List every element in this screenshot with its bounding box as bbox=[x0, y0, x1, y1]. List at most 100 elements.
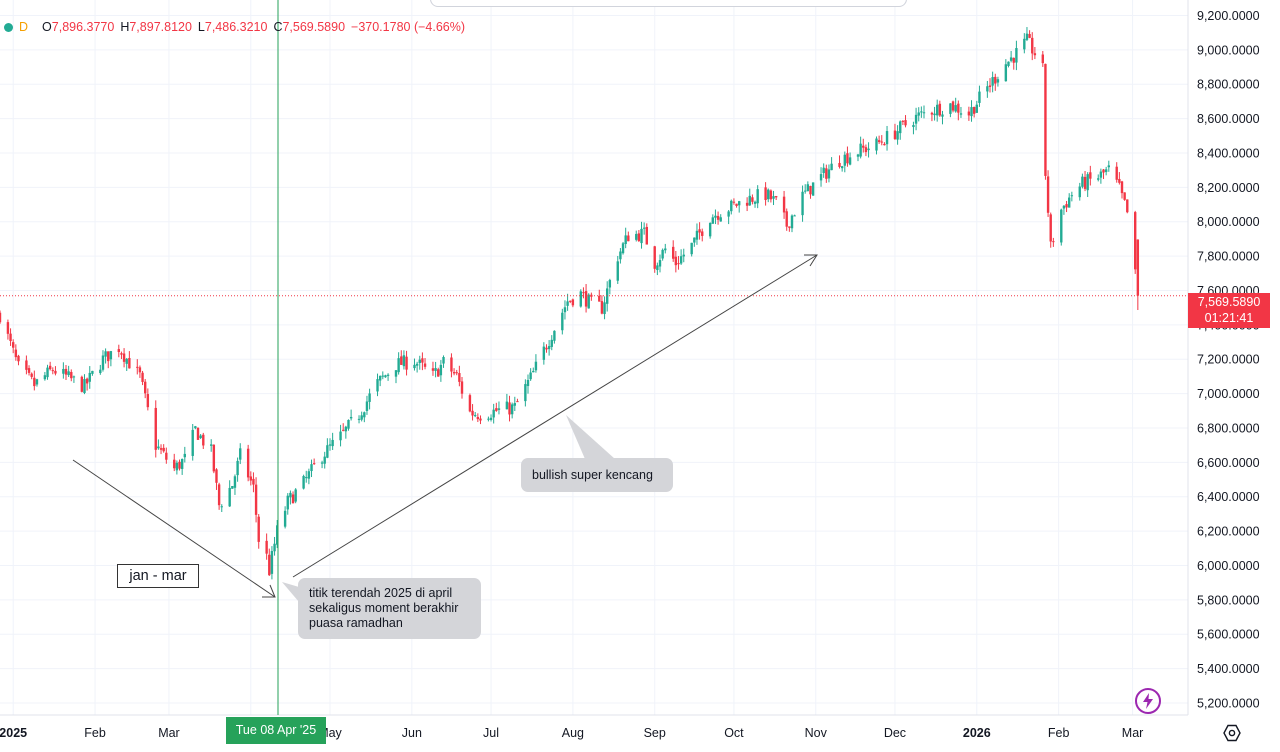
candle-body bbox=[413, 364, 416, 369]
candle-body bbox=[384, 375, 387, 378]
candle-body bbox=[360, 415, 363, 420]
candle-body bbox=[917, 112, 920, 116]
candle-body bbox=[64, 368, 68, 375]
time-axis[interactable]: 2025FebMarAprMayJunJulAugSepOctNovDec202… bbox=[0, 726, 1143, 740]
candle bbox=[553, 330, 556, 344]
candle-body bbox=[199, 435, 202, 438]
candle bbox=[439, 360, 443, 382]
candle bbox=[468, 393, 472, 413]
price-tick-label: 8,000.0000 bbox=[1197, 215, 1260, 229]
candle bbox=[231, 485, 234, 489]
candle-body bbox=[690, 242, 693, 255]
candle-body bbox=[1060, 209, 1063, 243]
candle-body bbox=[51, 370, 54, 372]
candle bbox=[1081, 173, 1084, 189]
candle-body bbox=[862, 145, 865, 148]
candle bbox=[191, 424, 194, 461]
candle-body bbox=[62, 368, 65, 374]
candle-body bbox=[215, 469, 218, 483]
candle bbox=[793, 214, 796, 217]
time-tick-label: Jul bbox=[483, 726, 499, 740]
candle bbox=[175, 460, 179, 475]
candle bbox=[495, 402, 498, 412]
candle bbox=[693, 237, 696, 247]
open-key: O bbox=[42, 20, 52, 34]
candle-body bbox=[194, 426, 197, 429]
candle bbox=[357, 415, 361, 424]
price-tick-label: 6,600.0000 bbox=[1197, 456, 1260, 470]
candle-body bbox=[975, 104, 978, 113]
candle bbox=[635, 230, 638, 242]
candle bbox=[1023, 33, 1026, 54]
range-label-box[interactable]: jan - mar bbox=[117, 564, 199, 588]
candle bbox=[418, 355, 421, 370]
candle bbox=[1089, 165, 1092, 186]
candle-body bbox=[146, 394, 150, 408]
callout-trend[interactable]: bullish super kencang bbox=[521, 458, 673, 492]
candle-body bbox=[254, 484, 258, 515]
candle-body bbox=[431, 368, 435, 371]
candle bbox=[846, 146, 849, 167]
candle bbox=[159, 444, 163, 455]
candle-body bbox=[859, 143, 862, 157]
candle bbox=[17, 354, 20, 366]
candle-body bbox=[748, 195, 751, 206]
candle bbox=[584, 284, 588, 313]
candle bbox=[442, 355, 445, 368]
candle bbox=[1126, 199, 1129, 214]
candle bbox=[545, 344, 548, 353]
candle bbox=[434, 361, 437, 378]
candle-body bbox=[107, 351, 110, 362]
candle-body bbox=[175, 462, 179, 471]
candle bbox=[822, 163, 825, 178]
candle bbox=[458, 365, 461, 387]
candle-body bbox=[959, 113, 963, 115]
candle-body bbox=[698, 229, 701, 233]
candle-body bbox=[291, 494, 295, 504]
candle bbox=[323, 451, 326, 469]
candle-body bbox=[109, 351, 113, 360]
candle-body bbox=[938, 103, 942, 116]
timeframe-label[interactable]: D bbox=[19, 20, 29, 34]
candle bbox=[437, 367, 440, 377]
candle-body bbox=[141, 372, 144, 382]
candle-body bbox=[239, 448, 242, 460]
candle-body bbox=[994, 76, 997, 84]
flash-button[interactable] bbox=[1135, 688, 1161, 714]
candle bbox=[48, 361, 52, 371]
candle-body bbox=[693, 237, 696, 243]
candle-body bbox=[276, 525, 279, 545]
candle-body bbox=[421, 358, 424, 363]
candle bbox=[513, 396, 516, 412]
candle bbox=[682, 248, 685, 263]
candle-body bbox=[289, 492, 292, 498]
candle-body bbox=[505, 401, 509, 410]
candle-body bbox=[268, 554, 271, 576]
candle bbox=[64, 364, 68, 380]
price-axis[interactable]: 9,200.0000 9,000.0000 8,800.0000 8,600.0000… bbox=[1197, 9, 1260, 711]
settings-button[interactable] bbox=[1222, 723, 1242, 743]
candle-body bbox=[418, 359, 421, 364]
candle bbox=[637, 230, 641, 243]
candle-body bbox=[402, 355, 406, 367]
candle-body bbox=[553, 330, 556, 341]
price-tick-label: 6,000.0000 bbox=[1197, 559, 1260, 573]
candle-body bbox=[830, 163, 833, 171]
grid bbox=[0, 0, 1188, 715]
candle-body bbox=[774, 195, 778, 198]
candle bbox=[1007, 61, 1010, 68]
candle bbox=[661, 248, 664, 261]
callout-low[interactable]: titik terendah 2025 di april sekaligus m… bbox=[298, 578, 481, 639]
candle bbox=[804, 184, 807, 194]
candle-body bbox=[349, 416, 353, 419]
candle-body bbox=[294, 489, 297, 502]
candle-body bbox=[727, 211, 730, 217]
candle bbox=[360, 411, 363, 422]
candle bbox=[384, 374, 387, 378]
candle bbox=[938, 100, 942, 117]
candle bbox=[1033, 47, 1037, 60]
candle bbox=[819, 167, 823, 187]
callout-low-line-2: sekaligus moment berakhir bbox=[309, 601, 459, 615]
candle-body bbox=[1104, 169, 1108, 173]
